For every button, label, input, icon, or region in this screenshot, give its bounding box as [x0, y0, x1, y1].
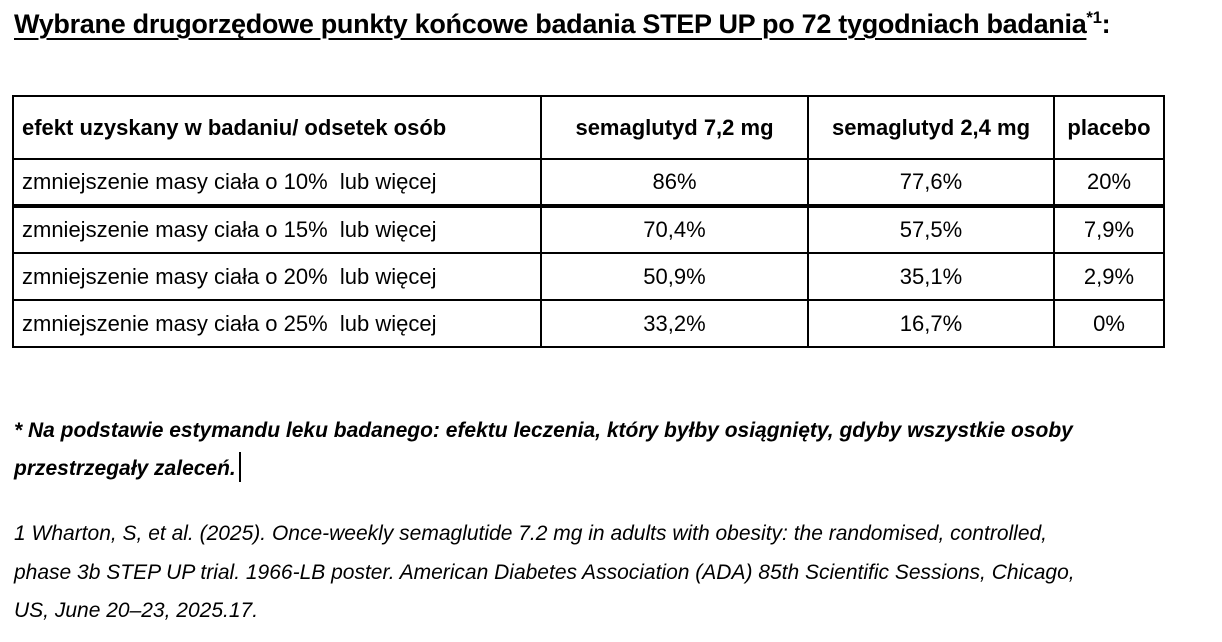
results-table: efekt uzyskany w badaniu/ odsetek osób s… [12, 95, 1165, 348]
cell-value: 50,9% [540, 252, 809, 301]
cell-value: 16,7% [807, 299, 1055, 348]
text-cursor [238, 452, 241, 482]
col-header-semaglutide-7-2: semaglutyd 7,2 mg [540, 95, 809, 160]
cell-value: 7,9% [1053, 205, 1165, 254]
reference-citation: 1 Wharton, S, et al. (2025). Once-weekly… [14, 515, 1214, 631]
cell-value: 35,1% [807, 252, 1055, 301]
title-superscript: *1 [1086, 8, 1102, 27]
row-label: zmniejszenie masy ciała o 10% lub więcej [12, 158, 542, 208]
col-header-endpoint: efekt uzyskany w badaniu/ odsetek osób [12, 95, 542, 160]
cell-value: 0% [1053, 299, 1165, 348]
footnote-line: * Na podstawie estymandu leku badanego: … [14, 419, 1073, 442]
table-row: zmniejszenie masy ciała o 25% lub więcej… [12, 299, 1165, 348]
footnote: * Na podstawie estymandu leku badanego: … [14, 412, 1204, 488]
cell-value: 86% [540, 158, 809, 208]
reference-line: US, June 20–23, 2025.17. [14, 599, 259, 622]
cell-value: 2,9% [1053, 252, 1165, 301]
row-label: zmniejszenie masy ciała o 25% lub więcej [12, 299, 542, 348]
cell-value: 70,4% [540, 205, 809, 254]
reference-line: phase 3b STEP UP trial. 1966-LB poster. … [14, 560, 1075, 584]
col-header-placebo: placebo [1053, 95, 1165, 160]
page-title: Wybrane drugorzędowe punkty końcowe bada… [14, 8, 1111, 40]
table-row: zmniejszenie masy ciała o 10% lub więcej… [12, 158, 1165, 208]
table-header-row: efekt uzyskany w badaniu/ odsetek osób s… [12, 95, 1165, 160]
cell-value: 57,5% [807, 205, 1055, 254]
title-text: Wybrane drugorzędowe punkty końcowe bada… [14, 9, 1087, 39]
table-row: zmniejszenie masy ciała o 15% lub więcej… [12, 205, 1165, 254]
row-label: zmniejszenie masy ciała o 20% lub więcej [12, 252, 542, 301]
footnote-line: przestrzegały zaleceń. [14, 457, 236, 480]
title-colon: : [1101, 9, 1111, 39]
cell-value: 20% [1053, 158, 1165, 208]
cell-value: 33,2% [540, 299, 809, 348]
reference-line: 1 Wharton, S, et al. (2025). Once-weekly… [14, 522, 1048, 545]
row-label: zmniejszenie masy ciała o 15% lub więcej [12, 205, 542, 254]
cell-value: 77,6% [807, 158, 1055, 208]
table-row: zmniejszenie masy ciała o 20% lub więcej… [12, 252, 1165, 301]
col-header-semaglutide-2-4: semaglutyd 2,4 mg [807, 95, 1055, 160]
